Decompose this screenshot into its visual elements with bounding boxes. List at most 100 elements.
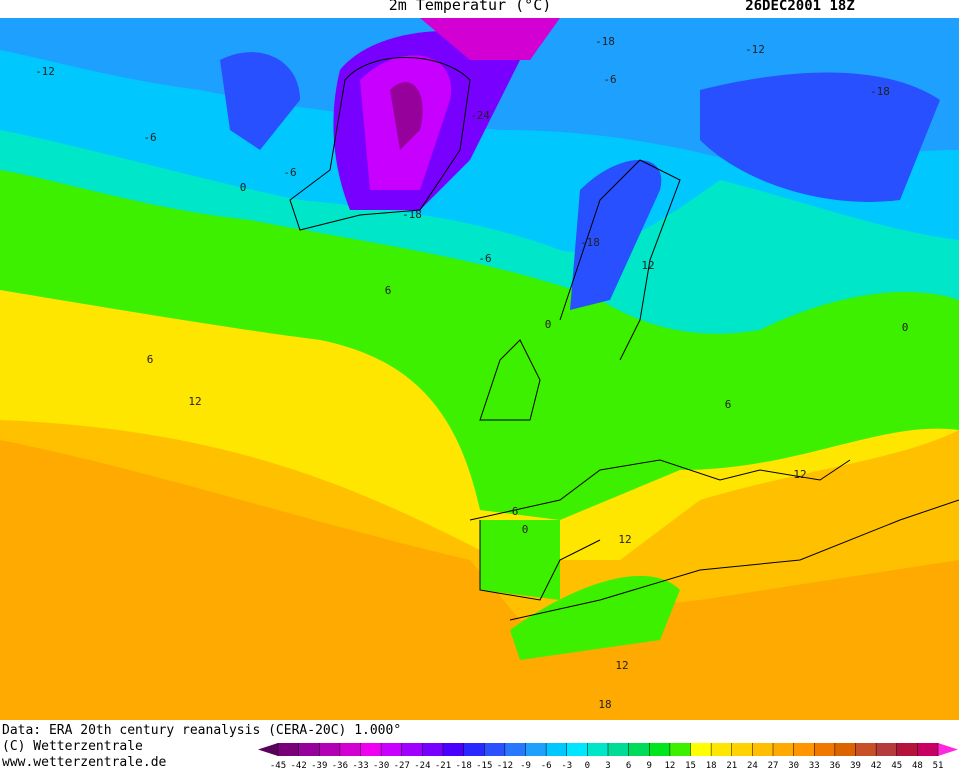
colorbar-box bbox=[608, 743, 630, 756]
colorbar-label: -36 bbox=[332, 761, 348, 770]
colorbar-end bbox=[938, 743, 958, 756]
contour-label: 6 bbox=[725, 398, 732, 411]
contour-label: -24 bbox=[470, 109, 490, 122]
colorbar-box bbox=[649, 743, 671, 756]
contour-labels: -12-60-66612-18-12-6-24-18-18-6120-18061… bbox=[35, 35, 908, 711]
colorbar-label: 42 bbox=[871, 761, 882, 770]
colorbar-label: -45 bbox=[270, 761, 286, 770]
contour-label: 12 bbox=[615, 659, 628, 672]
contour-label: 6 bbox=[512, 505, 519, 518]
colorbar-box bbox=[504, 743, 526, 756]
colorbar-label: -15 bbox=[476, 761, 492, 770]
colorbar-box bbox=[401, 743, 423, 756]
colorbar-box bbox=[855, 743, 877, 756]
colorbar-label: -3 bbox=[561, 761, 572, 770]
colorbar-label: -12 bbox=[497, 761, 513, 770]
contour-label: -12 bbox=[35, 65, 55, 78]
colorbar-box bbox=[339, 743, 361, 756]
colorbar-label: 33 bbox=[809, 761, 820, 770]
colorbar-label: -27 bbox=[394, 761, 410, 770]
colorbar-box bbox=[381, 743, 403, 756]
colorbar-box bbox=[917, 743, 939, 756]
colorbar-label: 18 bbox=[706, 761, 717, 770]
colorbar-label: -6 bbox=[541, 761, 552, 770]
contour-label: 0 bbox=[522, 523, 529, 536]
colorbar-label: 15 bbox=[685, 761, 696, 770]
colorbar-label: 48 bbox=[912, 761, 923, 770]
colorbar-box bbox=[566, 743, 588, 756]
colorbar-label: -30 bbox=[373, 761, 389, 770]
contour-label: 12 bbox=[641, 259, 654, 272]
colorbar-box bbox=[443, 743, 465, 756]
contour-label: 6 bbox=[147, 353, 154, 366]
colorbar-label: -24 bbox=[414, 761, 430, 770]
colorbar-box bbox=[525, 743, 547, 756]
colorbar-box bbox=[793, 743, 815, 756]
contour-label: -18 bbox=[580, 236, 600, 249]
colorbar-label: 21 bbox=[726, 761, 737, 770]
colorbar-label: 39 bbox=[850, 761, 861, 770]
contour-label: 0 bbox=[240, 181, 247, 194]
colorbar-label: -9 bbox=[520, 761, 531, 770]
contour-label: 12 bbox=[793, 468, 806, 481]
colorbar-box bbox=[814, 743, 836, 756]
contour-label: -6 bbox=[603, 73, 616, 86]
map-date: 26DEC2001 18Z bbox=[745, 0, 855, 14]
colorbar-box bbox=[896, 743, 918, 756]
colorbar-label: -39 bbox=[311, 761, 327, 770]
colorbar-box bbox=[546, 743, 568, 756]
colorbar-label: 9 bbox=[647, 761, 652, 770]
colorbar-box bbox=[876, 743, 898, 756]
colorbar-label: -33 bbox=[352, 761, 368, 770]
coastlines bbox=[289, 57, 959, 621]
colorbar-box bbox=[669, 743, 691, 756]
website: www.wetterzentrale.de bbox=[2, 755, 167, 770]
colorbar-label: 0 bbox=[585, 761, 590, 770]
contour-label: -18 bbox=[402, 208, 422, 221]
contour-label: 0 bbox=[545, 318, 552, 331]
colorbar-box bbox=[628, 743, 650, 756]
contour-label: -6 bbox=[283, 166, 296, 179]
colorbar-label: -42 bbox=[290, 761, 306, 770]
colorbar-label: 6 bbox=[626, 761, 631, 770]
colorbar-box bbox=[752, 743, 774, 756]
colorbar-label: 36 bbox=[829, 761, 840, 770]
colorbar-box bbox=[690, 743, 712, 756]
contour-label: -6 bbox=[143, 131, 156, 144]
colorbar-label: 12 bbox=[664, 761, 675, 770]
colorbar: -45 -42 -39 -36 -33 -30 -27 -24 -21 -18 -15 -12 -9 -6… bbox=[258, 743, 958, 770]
colorbar-box bbox=[319, 743, 341, 756]
colorbar-label: -18 bbox=[455, 761, 471, 770]
colorbar-label: 27 bbox=[768, 761, 779, 770]
colorbar-box bbox=[278, 743, 300, 756]
data-source: Data: ERA 20th century reanalysis (CERA-… bbox=[2, 723, 401, 738]
contour-label: -6 bbox=[478, 252, 491, 265]
colorbar-box bbox=[360, 743, 382, 756]
contour-label: 12 bbox=[188, 395, 201, 408]
contour-label: -18 bbox=[595, 35, 615, 48]
contour-label: 6 bbox=[385, 284, 392, 297]
colorbar-box bbox=[711, 743, 733, 756]
colorbar-box bbox=[298, 743, 320, 756]
colorbar-box bbox=[834, 743, 856, 756]
colorbar-box bbox=[422, 743, 444, 756]
contour-label: 0 bbox=[902, 321, 909, 334]
contour-label: -12 bbox=[745, 43, 765, 56]
colorbar-box bbox=[773, 743, 795, 756]
colorbar-box bbox=[484, 743, 506, 756]
colorbar-label: 30 bbox=[788, 761, 799, 770]
colorbar-box bbox=[731, 743, 753, 756]
colorbar-label: 24 bbox=[747, 761, 758, 770]
contour-label: 18 bbox=[598, 698, 611, 711]
colorbar-label: 3 bbox=[605, 761, 610, 770]
colorbar-label: 51 bbox=[933, 761, 944, 770]
colorbar-end bbox=[258, 743, 278, 756]
map-title: 2m Temperatur (°C) bbox=[389, 0, 552, 14]
colorbar-label: -21 bbox=[435, 761, 451, 770]
copyright: (C) Wetterzentrale bbox=[2, 739, 143, 754]
contour-label: 12 bbox=[618, 533, 631, 546]
temperature-field bbox=[0, 18, 959, 720]
colorbar-box bbox=[587, 743, 609, 756]
colorbar-box bbox=[463, 743, 485, 756]
